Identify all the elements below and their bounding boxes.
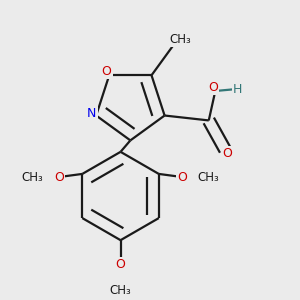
Text: O: O xyxy=(208,81,218,94)
Text: O: O xyxy=(116,258,125,271)
Text: CH₃: CH₃ xyxy=(198,171,219,184)
Text: O: O xyxy=(55,171,64,184)
Text: O: O xyxy=(102,64,112,77)
Text: O: O xyxy=(222,147,232,160)
Text: CH₃: CH₃ xyxy=(169,33,191,46)
Text: O: O xyxy=(177,171,187,184)
Text: N: N xyxy=(87,107,97,120)
Text: CH₃: CH₃ xyxy=(110,284,131,297)
Text: CH₃: CH₃ xyxy=(22,171,44,184)
Text: H: H xyxy=(232,83,242,96)
